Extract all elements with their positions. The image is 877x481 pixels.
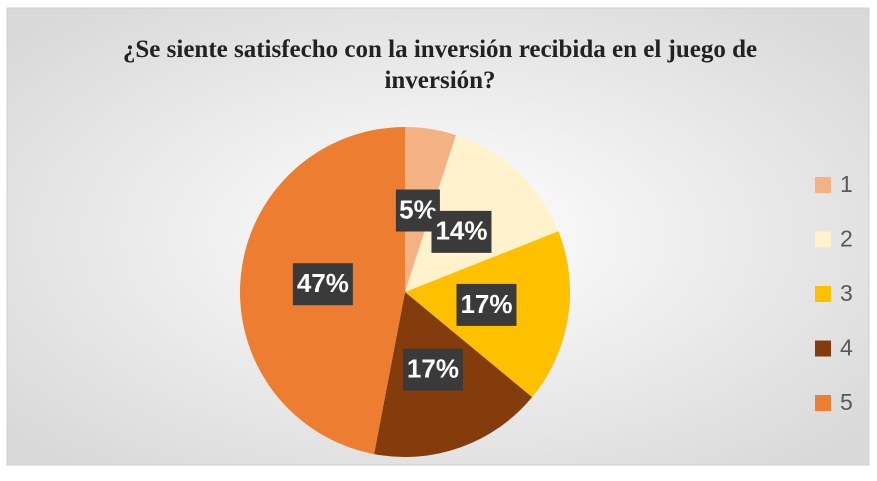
data-label: 5% (399, 194, 437, 224)
data-label: 17% (460, 289, 512, 319)
legend-swatch (815, 340, 831, 357)
legend-swatch (815, 177, 831, 193)
data-label: 47% (297, 268, 349, 298)
legend-swatch (815, 395, 831, 411)
legend-label: 4 (840, 335, 853, 361)
legend-label: 2 (840, 226, 853, 252)
data-label-box (456, 283, 517, 326)
legend-swatch (815, 231, 831, 248)
data-label-box (292, 263, 353, 306)
data-label-box (402, 348, 463, 391)
chart-title: ¿Se siente satisfecho con la inversión r… (122, 36, 758, 94)
data-label: 17% (407, 353, 459, 383)
legend-swatch (815, 286, 831, 302)
legend-label: 3 (840, 280, 853, 306)
legend-label: 5 (840, 389, 853, 415)
data-label: 14% (435, 216, 487, 246)
data-label-box (431, 210, 492, 253)
legend-label: 1 (840, 171, 853, 197)
